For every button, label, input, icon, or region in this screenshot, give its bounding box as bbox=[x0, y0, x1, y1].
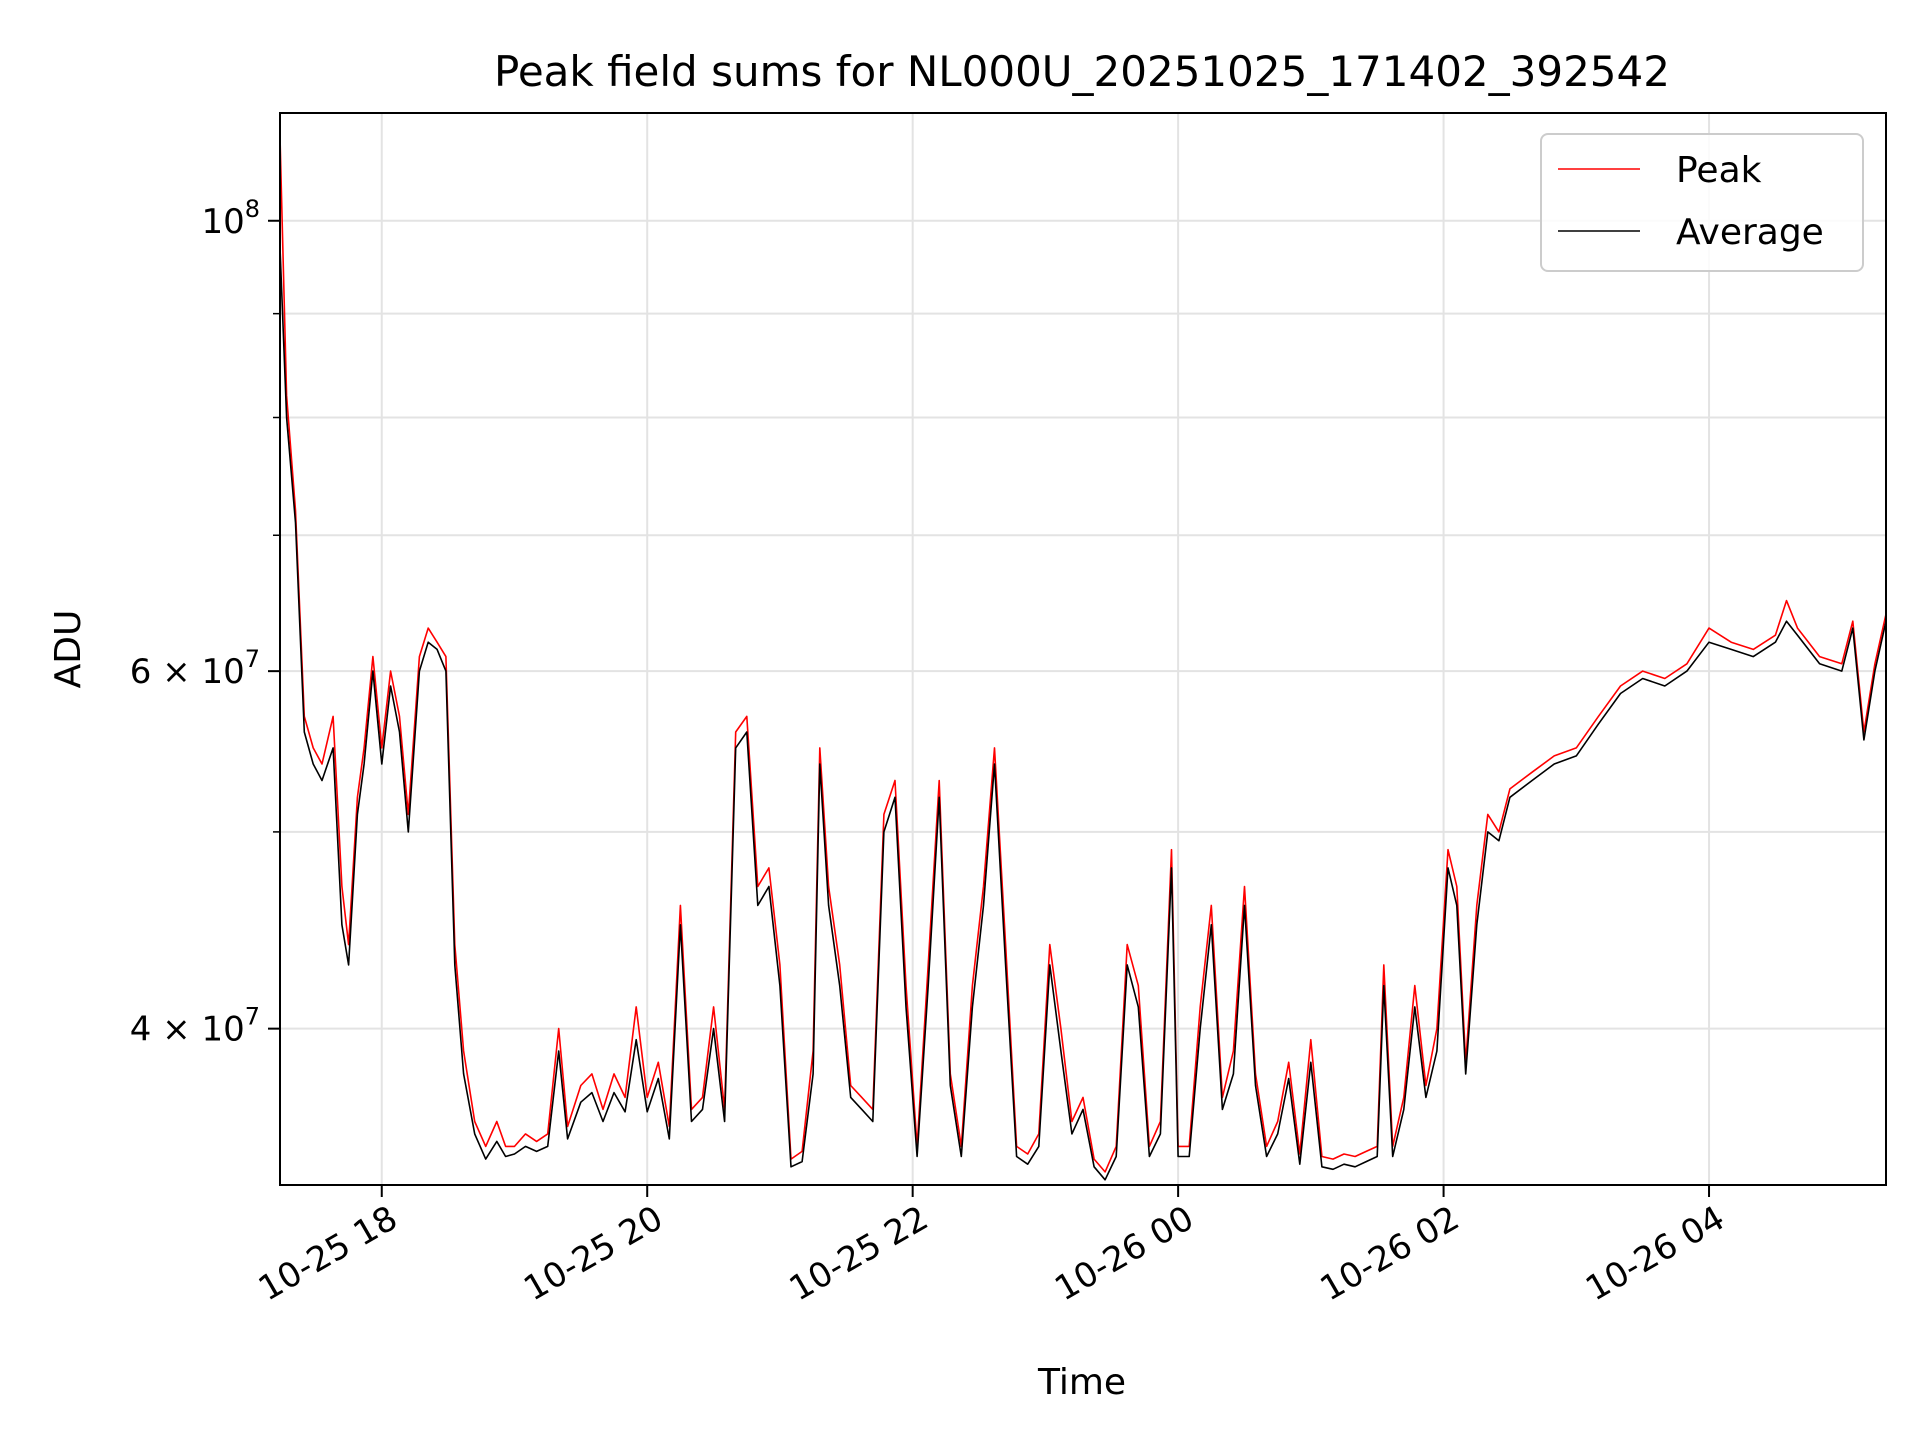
legend-label-peak: Peak bbox=[1676, 150, 1762, 191]
series-line-average bbox=[279, 247, 1887, 1181]
legend-label-average: Average bbox=[1676, 212, 1824, 253]
plot-area bbox=[280, 113, 1886, 1185]
plot-frame bbox=[279, 112, 1887, 1186]
y-tick-label: 108 bbox=[201, 195, 260, 242]
chart-title: Peak field sums for NL000U_20251025_1714… bbox=[494, 47, 1670, 96]
y-tick-label: 4 × 107 bbox=[130, 1003, 260, 1050]
y-axis-label: ADU bbox=[48, 610, 89, 689]
y-axis: 108 6 × 107 4 × 107 bbox=[130, 195, 280, 1050]
series-line-peak bbox=[279, 136, 1887, 1173]
legend: Peak Average bbox=[1540, 133, 1864, 272]
x-axis-label: Time bbox=[1037, 1362, 1126, 1403]
y-tick-label: 6 × 107 bbox=[130, 645, 260, 692]
series-layer bbox=[279, 136, 1887, 1181]
